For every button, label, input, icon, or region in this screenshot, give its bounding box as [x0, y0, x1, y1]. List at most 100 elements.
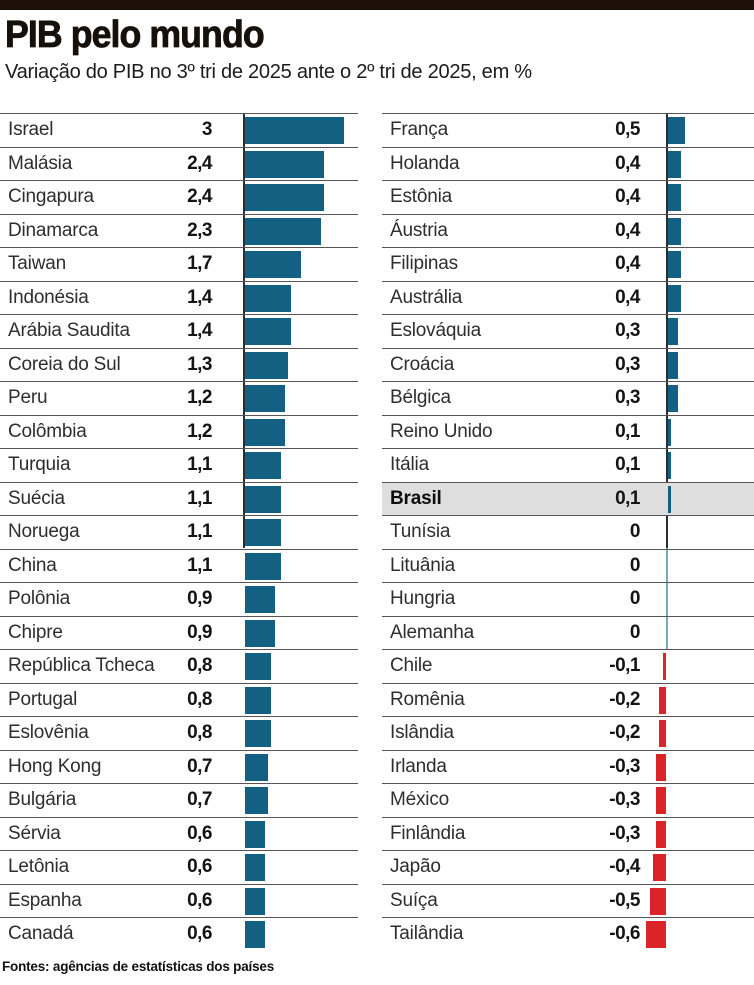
- bar: [245, 686, 272, 714]
- bar: [656, 820, 666, 848]
- chart-row: Eslováquia 0,3: [382, 314, 754, 348]
- chart-row: Chipre 0,9: [0, 615, 358, 650]
- chart-row: México -0,3: [382, 783, 754, 817]
- chart-row: Suíça -0,5: [382, 883, 754, 918]
- bar: [652, 854, 666, 881]
- chart-row: Malásia 2,4: [0, 146, 358, 181]
- chart-row: Noruega 1,1: [0, 515, 358, 549]
- chart-row: Croácia 0,3: [382, 347, 754, 382]
- country-label: Bulgária: [8, 789, 77, 811]
- chart-row: Tunísia 0: [382, 515, 754, 549]
- bar: [668, 351, 678, 379]
- bar: [245, 519, 282, 546]
- chart-row: Cingapura 2,4: [0, 180, 358, 214]
- bar: [668, 284, 682, 312]
- chart-row: Finlândia -0,3: [382, 816, 754, 851]
- country-label: Eslováquia: [390, 320, 481, 342]
- bar: [659, 720, 666, 747]
- bar: [668, 385, 678, 412]
- country-label: Bélgica: [390, 387, 451, 409]
- bar: [245, 184, 325, 211]
- value-label: 3: [201, 119, 213, 141]
- country-label: França: [390, 119, 448, 141]
- bar: [245, 251, 302, 278]
- bar: [668, 452, 672, 479]
- chart-row: Coreia do Sul 1,3: [0, 347, 358, 382]
- bar: [245, 820, 265, 848]
- value-label: 0: [629, 588, 641, 610]
- country-label: Romênia: [390, 688, 465, 710]
- chart-row: Reino Unido 0,1: [382, 414, 754, 449]
- country-label: Coreia do Sul: [8, 353, 121, 375]
- page-title: PIB pelo mundo: [5, 14, 265, 57]
- value-label: 1,1: [187, 554, 212, 576]
- country-label: Portugal: [8, 688, 78, 710]
- country-label: Chipre: [8, 621, 63, 643]
- chart-row: Brasil 0,1: [382, 481, 754, 515]
- value-label: 0,8: [187, 722, 212, 744]
- chart-row: Dinamarca 2,3: [0, 213, 358, 248]
- chart-row: Portugal 0,8: [0, 682, 358, 717]
- bar: [245, 485, 282, 513]
- value-label: 1,7: [187, 253, 212, 275]
- country-label: Irlanda: [390, 755, 447, 777]
- bar: [646, 921, 666, 948]
- value-label: 0: [629, 521, 641, 543]
- bar: [668, 184, 682, 211]
- chart-row: Polônia 0,9: [0, 582, 358, 616]
- value-label: 0,6: [187, 822, 212, 844]
- value-label: 1,4: [187, 286, 212, 308]
- country-label: Reino Unido: [390, 420, 493, 442]
- value-label: 0: [629, 554, 641, 576]
- country-label: Suíça: [390, 889, 438, 911]
- value-label: 0,8: [187, 655, 212, 677]
- country-label: Islândia: [390, 722, 454, 744]
- country-label: Japão: [390, 856, 441, 878]
- value-label: -0,4: [609, 856, 640, 878]
- country-label: Taiwan: [8, 253, 66, 275]
- value-label: -0,3: [609, 822, 640, 844]
- chart-row: Sérvia 0,6: [0, 816, 358, 851]
- bar: [659, 686, 666, 714]
- value-label: 1,2: [187, 420, 212, 442]
- country-label: Arábia Saudita: [8, 320, 130, 342]
- chart-row: Japão -0,4: [382, 850, 754, 884]
- country-label: República Tcheca: [8, 655, 155, 677]
- country-label: Malásia: [8, 152, 73, 174]
- bar: [668, 418, 672, 446]
- chart-row: Canadá 0,6: [0, 917, 358, 951]
- chart-row: Colômbia 1,2: [0, 414, 358, 449]
- bar: [245, 619, 275, 647]
- country-label: Itália: [390, 454, 429, 476]
- country-label: Sérvia: [8, 822, 61, 844]
- country-label: Cingapura: [8, 186, 94, 208]
- bar: [245, 452, 282, 479]
- bar: [245, 787, 269, 814]
- bar: [656, 753, 666, 781]
- country-label: Letônia: [8, 856, 69, 878]
- value-label: 0,1: [615, 487, 640, 509]
- bar: [245, 720, 272, 747]
- chart-row: Letônia 0,6: [0, 850, 358, 884]
- value-label: 1,4: [187, 320, 212, 342]
- bar: [668, 117, 685, 144]
- country-label: Noruega: [8, 521, 80, 543]
- chart-row: Bélgica 0,3: [382, 381, 754, 415]
- bar: [668, 251, 682, 278]
- value-label: 0,6: [187, 889, 212, 911]
- value-label: 0,6: [187, 856, 212, 878]
- value-label: -0,1: [609, 655, 640, 677]
- bar: [245, 318, 292, 345]
- chart-row: Islândia -0,2: [382, 716, 754, 750]
- value-label: 0: [629, 621, 641, 643]
- country-label: Croácia: [390, 353, 455, 375]
- country-label: Hong Kong: [8, 755, 102, 777]
- chart-subtitle: Variação do PIB no 3º tri de 2025 ante o…: [5, 60, 532, 83]
- country-label: Polônia: [8, 588, 70, 610]
- country-label: Espanha: [8, 889, 82, 911]
- value-label: -0,5: [609, 889, 640, 911]
- bar: [662, 653, 666, 680]
- country-label: Indonésia: [8, 286, 89, 308]
- gdp-bar-chart: Israel 3 Malásia 2,4 Cingapura 2,4 Dinam…: [0, 113, 754, 952]
- bar: [649, 887, 666, 915]
